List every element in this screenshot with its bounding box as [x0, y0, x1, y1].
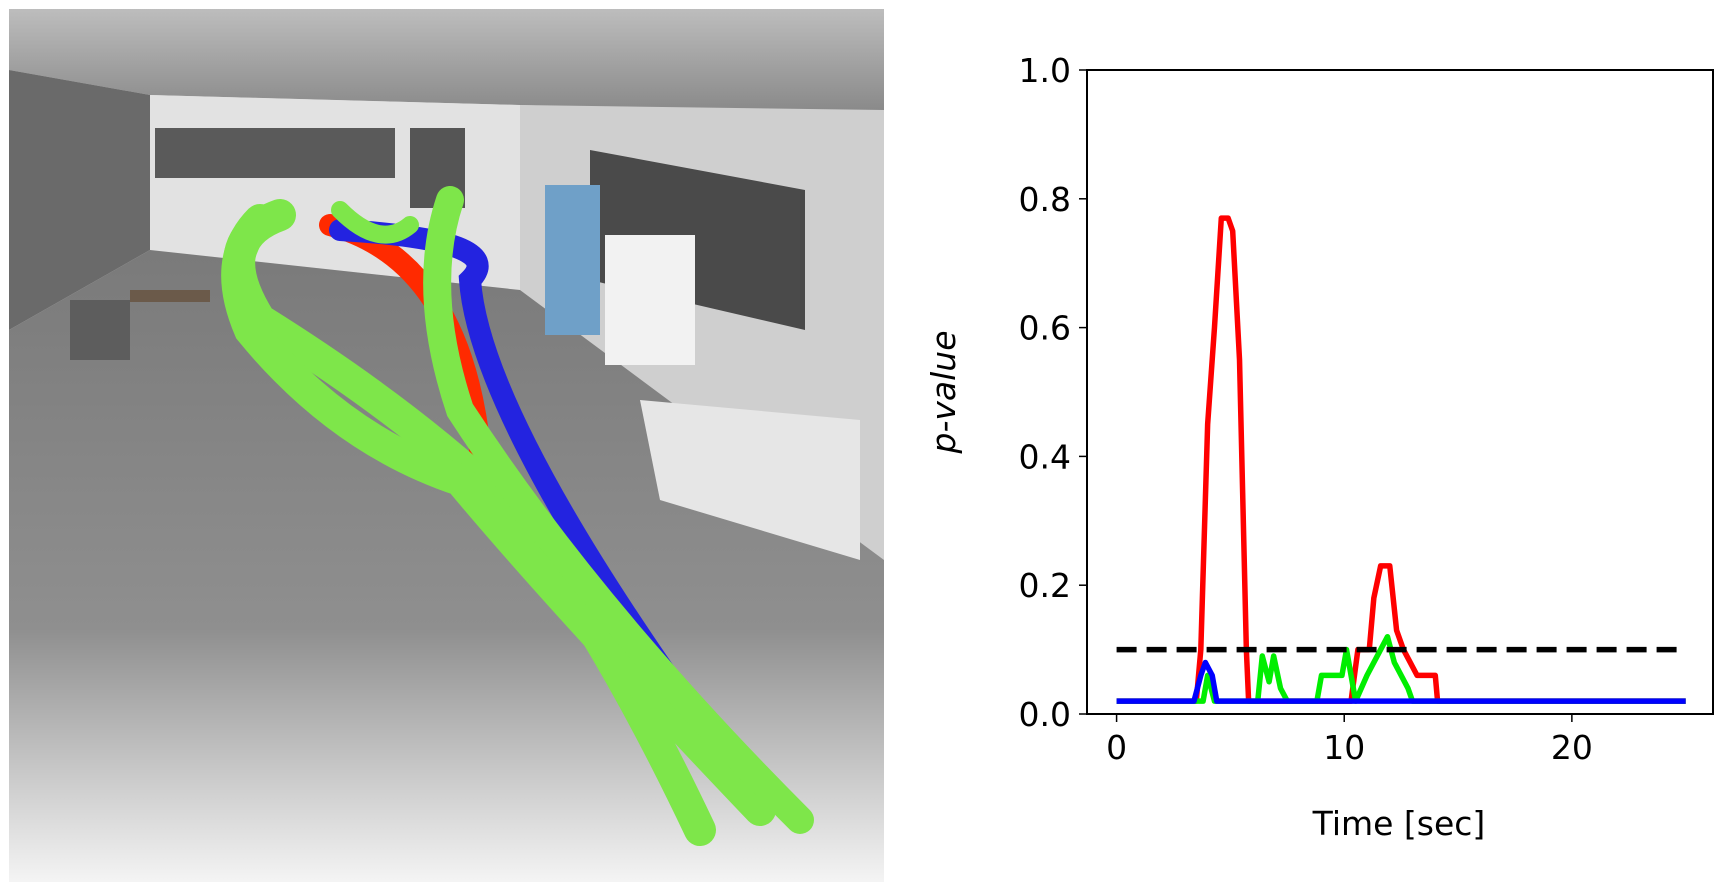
- plot-frame: [1086, 69, 1714, 715]
- x-tick-label: 20: [1551, 728, 1593, 767]
- y-axis-label: p-value: [924, 331, 963, 455]
- y-tick-label: 0.4: [1019, 437, 1071, 476]
- line-series: [1116, 659, 1686, 704]
- y-tick-label: 0.6: [1019, 309, 1071, 348]
- x-tick-label: 10: [1323, 728, 1365, 767]
- x-axis-label: Time [sec]: [1312, 804, 1486, 843]
- y-tick-label: 1.0: [1019, 51, 1071, 90]
- y-tick-label: 0.0: [1019, 695, 1071, 734]
- y-tick-label: 0.2: [1019, 566, 1071, 605]
- x-tick-label: 0: [1106, 728, 1127, 767]
- chart: Time [sec] p-value 0.0 0.2 0.4 0.6 0.8 1.0 0 10…: [924, 51, 1714, 843]
- line-series: [1116, 215, 1686, 704]
- scene-render: [9, 9, 884, 882]
- y-tick-label: 0.8: [1019, 180, 1071, 219]
